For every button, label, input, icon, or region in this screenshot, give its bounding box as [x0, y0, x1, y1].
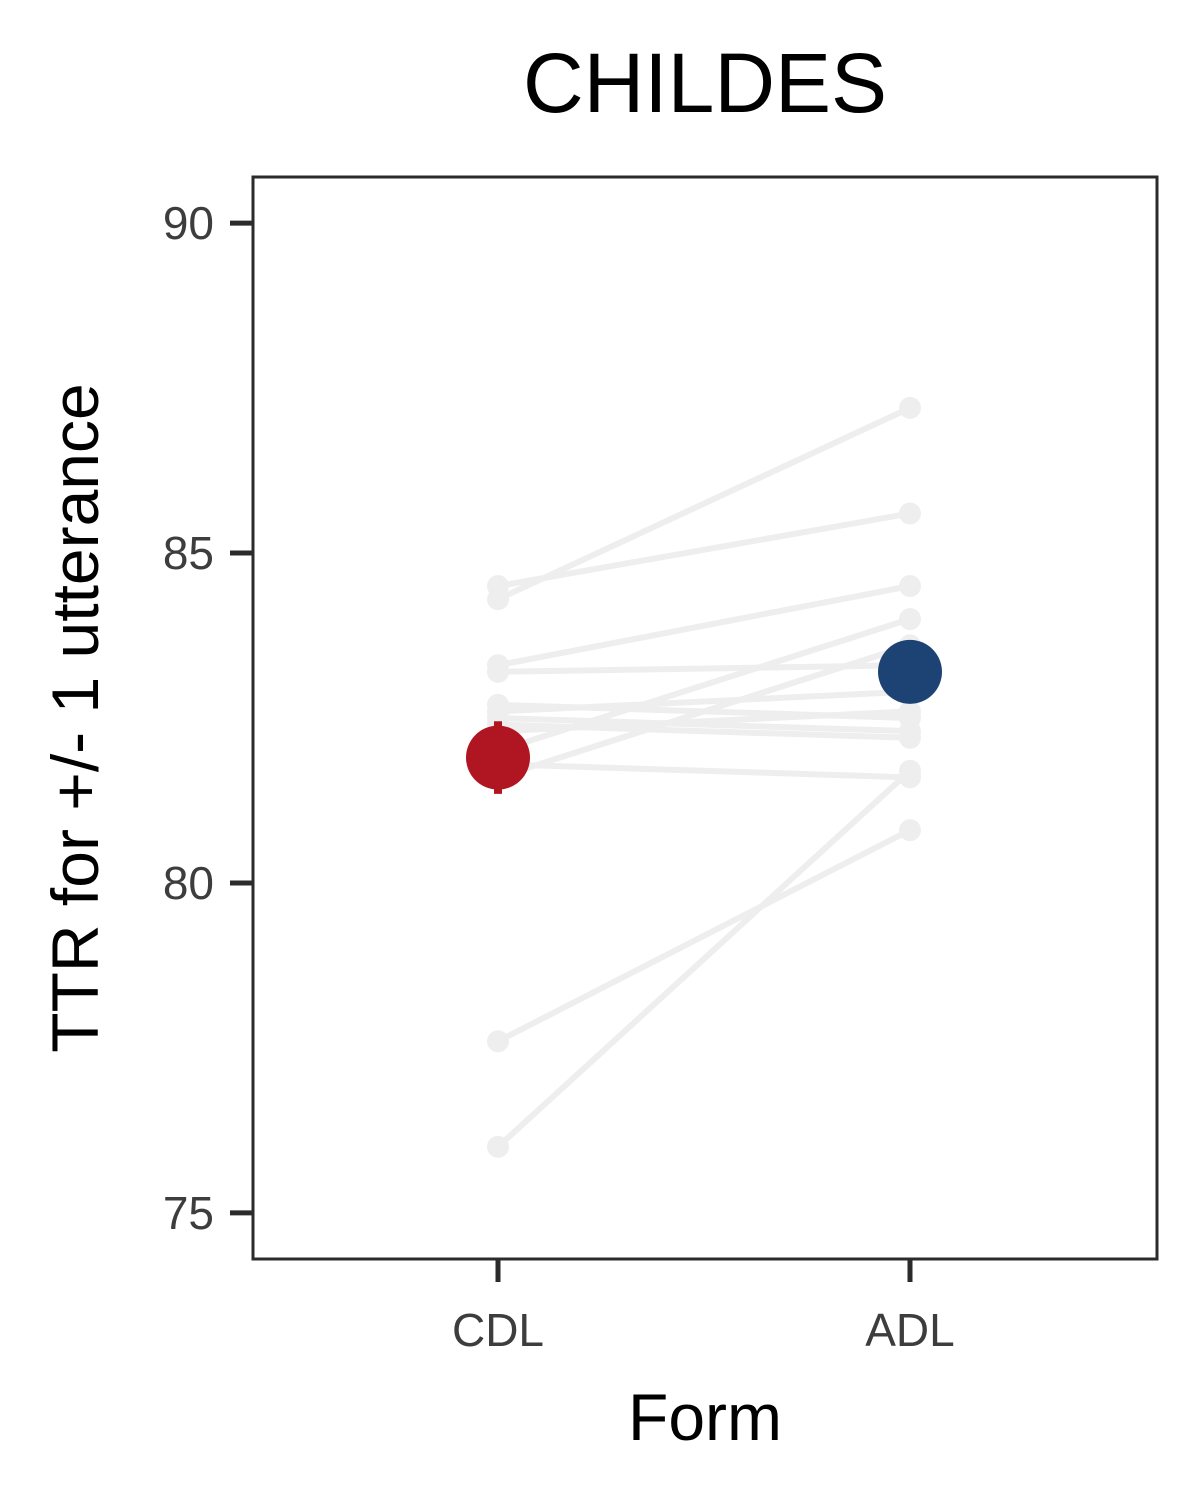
chart-title: CHILDES [523, 36, 887, 130]
individual-pair [487, 759, 921, 1158]
mean-point-adl [878, 639, 942, 704]
plot-panel-border [251, 175, 1159, 1261]
individual-line [495, 715, 913, 735]
x-axis-title: Form [628, 1380, 782, 1454]
mean-point-cdl [466, 725, 530, 790]
individual-point-adl [899, 819, 921, 842]
individual-point-cdl [487, 1030, 509, 1053]
individual-pair [487, 654, 921, 683]
y-tick-label: 80 [163, 857, 214, 909]
individual-pair [487, 396, 921, 611]
x-axis: CDL ADL [452, 1259, 955, 1356]
individual-point-adl [899, 608, 921, 631]
individual-point-cdl [487, 575, 509, 598]
individual-point-cdl [487, 660, 509, 683]
individual-point-cdl [487, 1135, 509, 1158]
individual-point-adl [899, 396, 921, 419]
y-tick-label: 90 [163, 197, 214, 249]
individual-pair [487, 819, 921, 1053]
individual-line [495, 404, 913, 603]
y-axis-title: TTR for +/- 1 utterance [38, 383, 112, 1052]
individual-lines [487, 396, 921, 1158]
individual-line [495, 583, 913, 669]
x-tick-label: CDL [452, 1304, 544, 1356]
mean-points [466, 639, 942, 794]
individual-line [495, 827, 913, 1045]
individual-line [495, 761, 913, 781]
individual-point-adl [899, 726, 921, 749]
y-tick-label: 85 [163, 527, 214, 579]
y-axis: 75 80 85 90 [163, 197, 253, 1239]
individual-line [495, 721, 913, 741]
y-tick-label: 75 [163, 1187, 214, 1239]
individual-point-adl [899, 575, 921, 598]
individual-point-adl [899, 502, 921, 525]
individual-line [495, 767, 913, 1150]
individual-line [495, 510, 913, 590]
individual-point-adl [899, 759, 921, 782]
x-tick-label: ADL [865, 1304, 954, 1356]
individual-point-adl [899, 700, 921, 723]
individual-pair [487, 502, 921, 598]
